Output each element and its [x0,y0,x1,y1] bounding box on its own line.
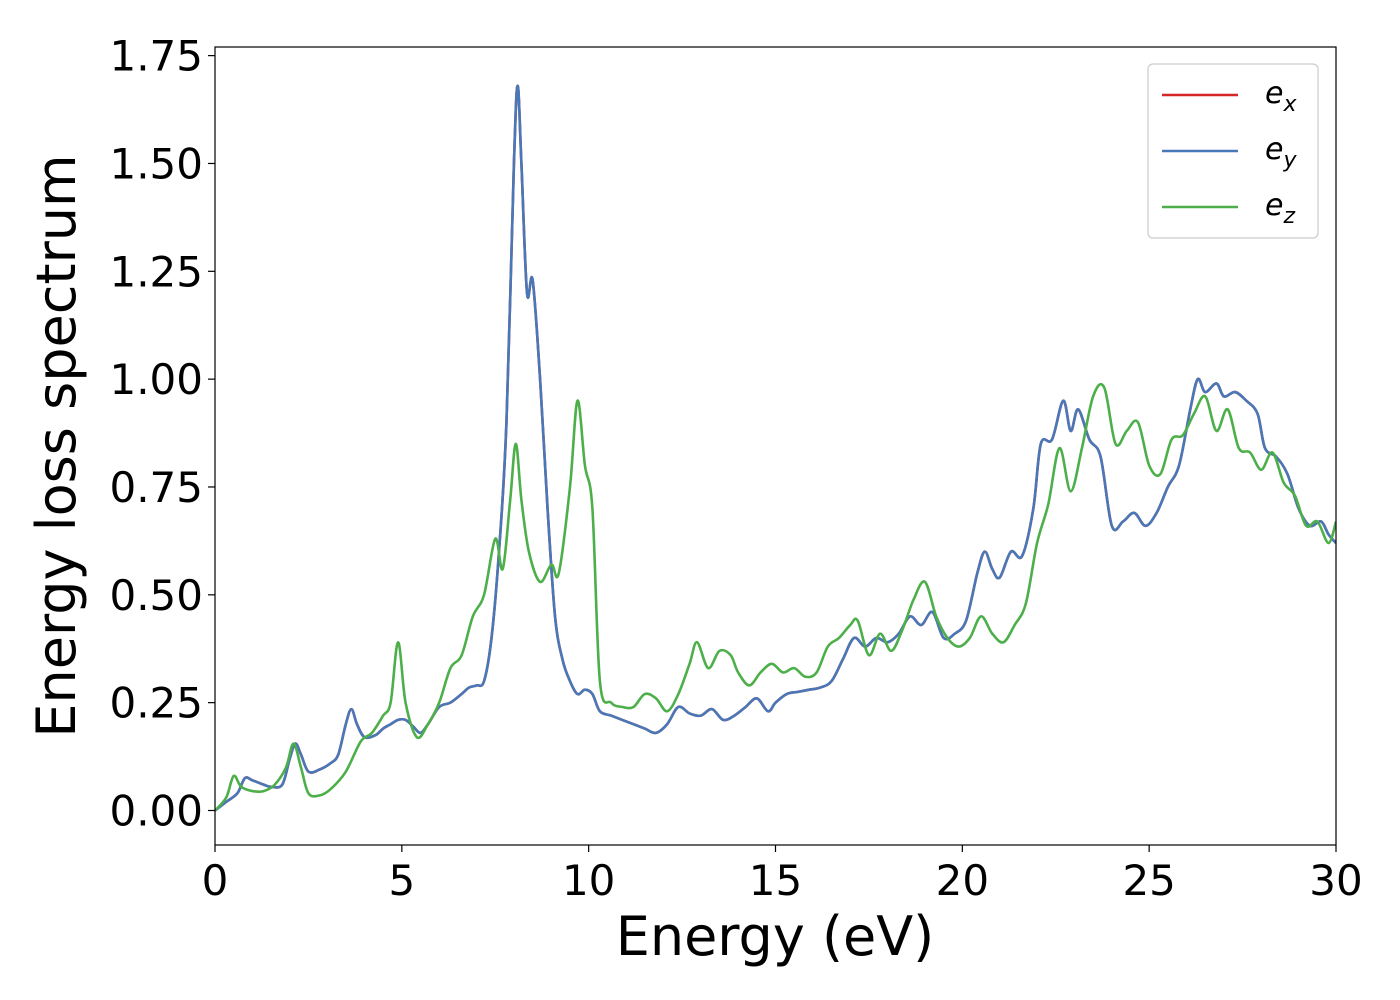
y-tick-label: 0.00 [109,786,203,835]
y-tick-label: 1.00 [109,355,203,404]
legend-label-e-y: ey [1265,132,1297,173]
x-axis-title: Energy (eV) [616,905,935,968]
y-tick-label: 1.75 [109,32,203,81]
legend-label-subscript: y [1282,148,1297,173]
series-layer [215,84,1336,812]
x-tick-label: 30 [1309,856,1362,905]
x-tick-label: 10 [562,856,615,905]
x-tick-label: 25 [1122,856,1175,905]
legend-label-base: e [1265,188,1283,223]
y-tick-label: 1.25 [109,247,203,296]
y-tick-label: 0.50 [109,571,203,620]
y-tick-label: 0.75 [109,463,203,512]
y-tick-label: 0.25 [109,679,203,728]
x-tick-label: 20 [936,856,989,905]
y-axis-ticks: 0.00 0.25 0.50 0.75 1.00 1.25 1.50 1.75 [109,32,215,835]
legend-label-e-x: ex [1265,76,1297,117]
legend-label-e-z: ez [1265,188,1295,229]
series-line-e-y [215,84,1336,812]
y-axis-title: Energy loss spectrum [25,154,88,737]
x-tick-label: 0 [202,856,229,905]
y-tick-label: 1.50 [109,139,203,188]
x-axis-ticks: 0 5 10 15 20 25 30 [202,845,1363,905]
x-tick-label: 15 [749,856,802,905]
legend-label-subscript: z [1282,204,1295,229]
legend-label-subscript: x [1282,92,1297,117]
legend-label-base: e [1265,132,1283,167]
x-tick-label: 5 [388,856,415,905]
series-line-e-z [215,383,1336,812]
legend-label-base: e [1265,76,1283,111]
